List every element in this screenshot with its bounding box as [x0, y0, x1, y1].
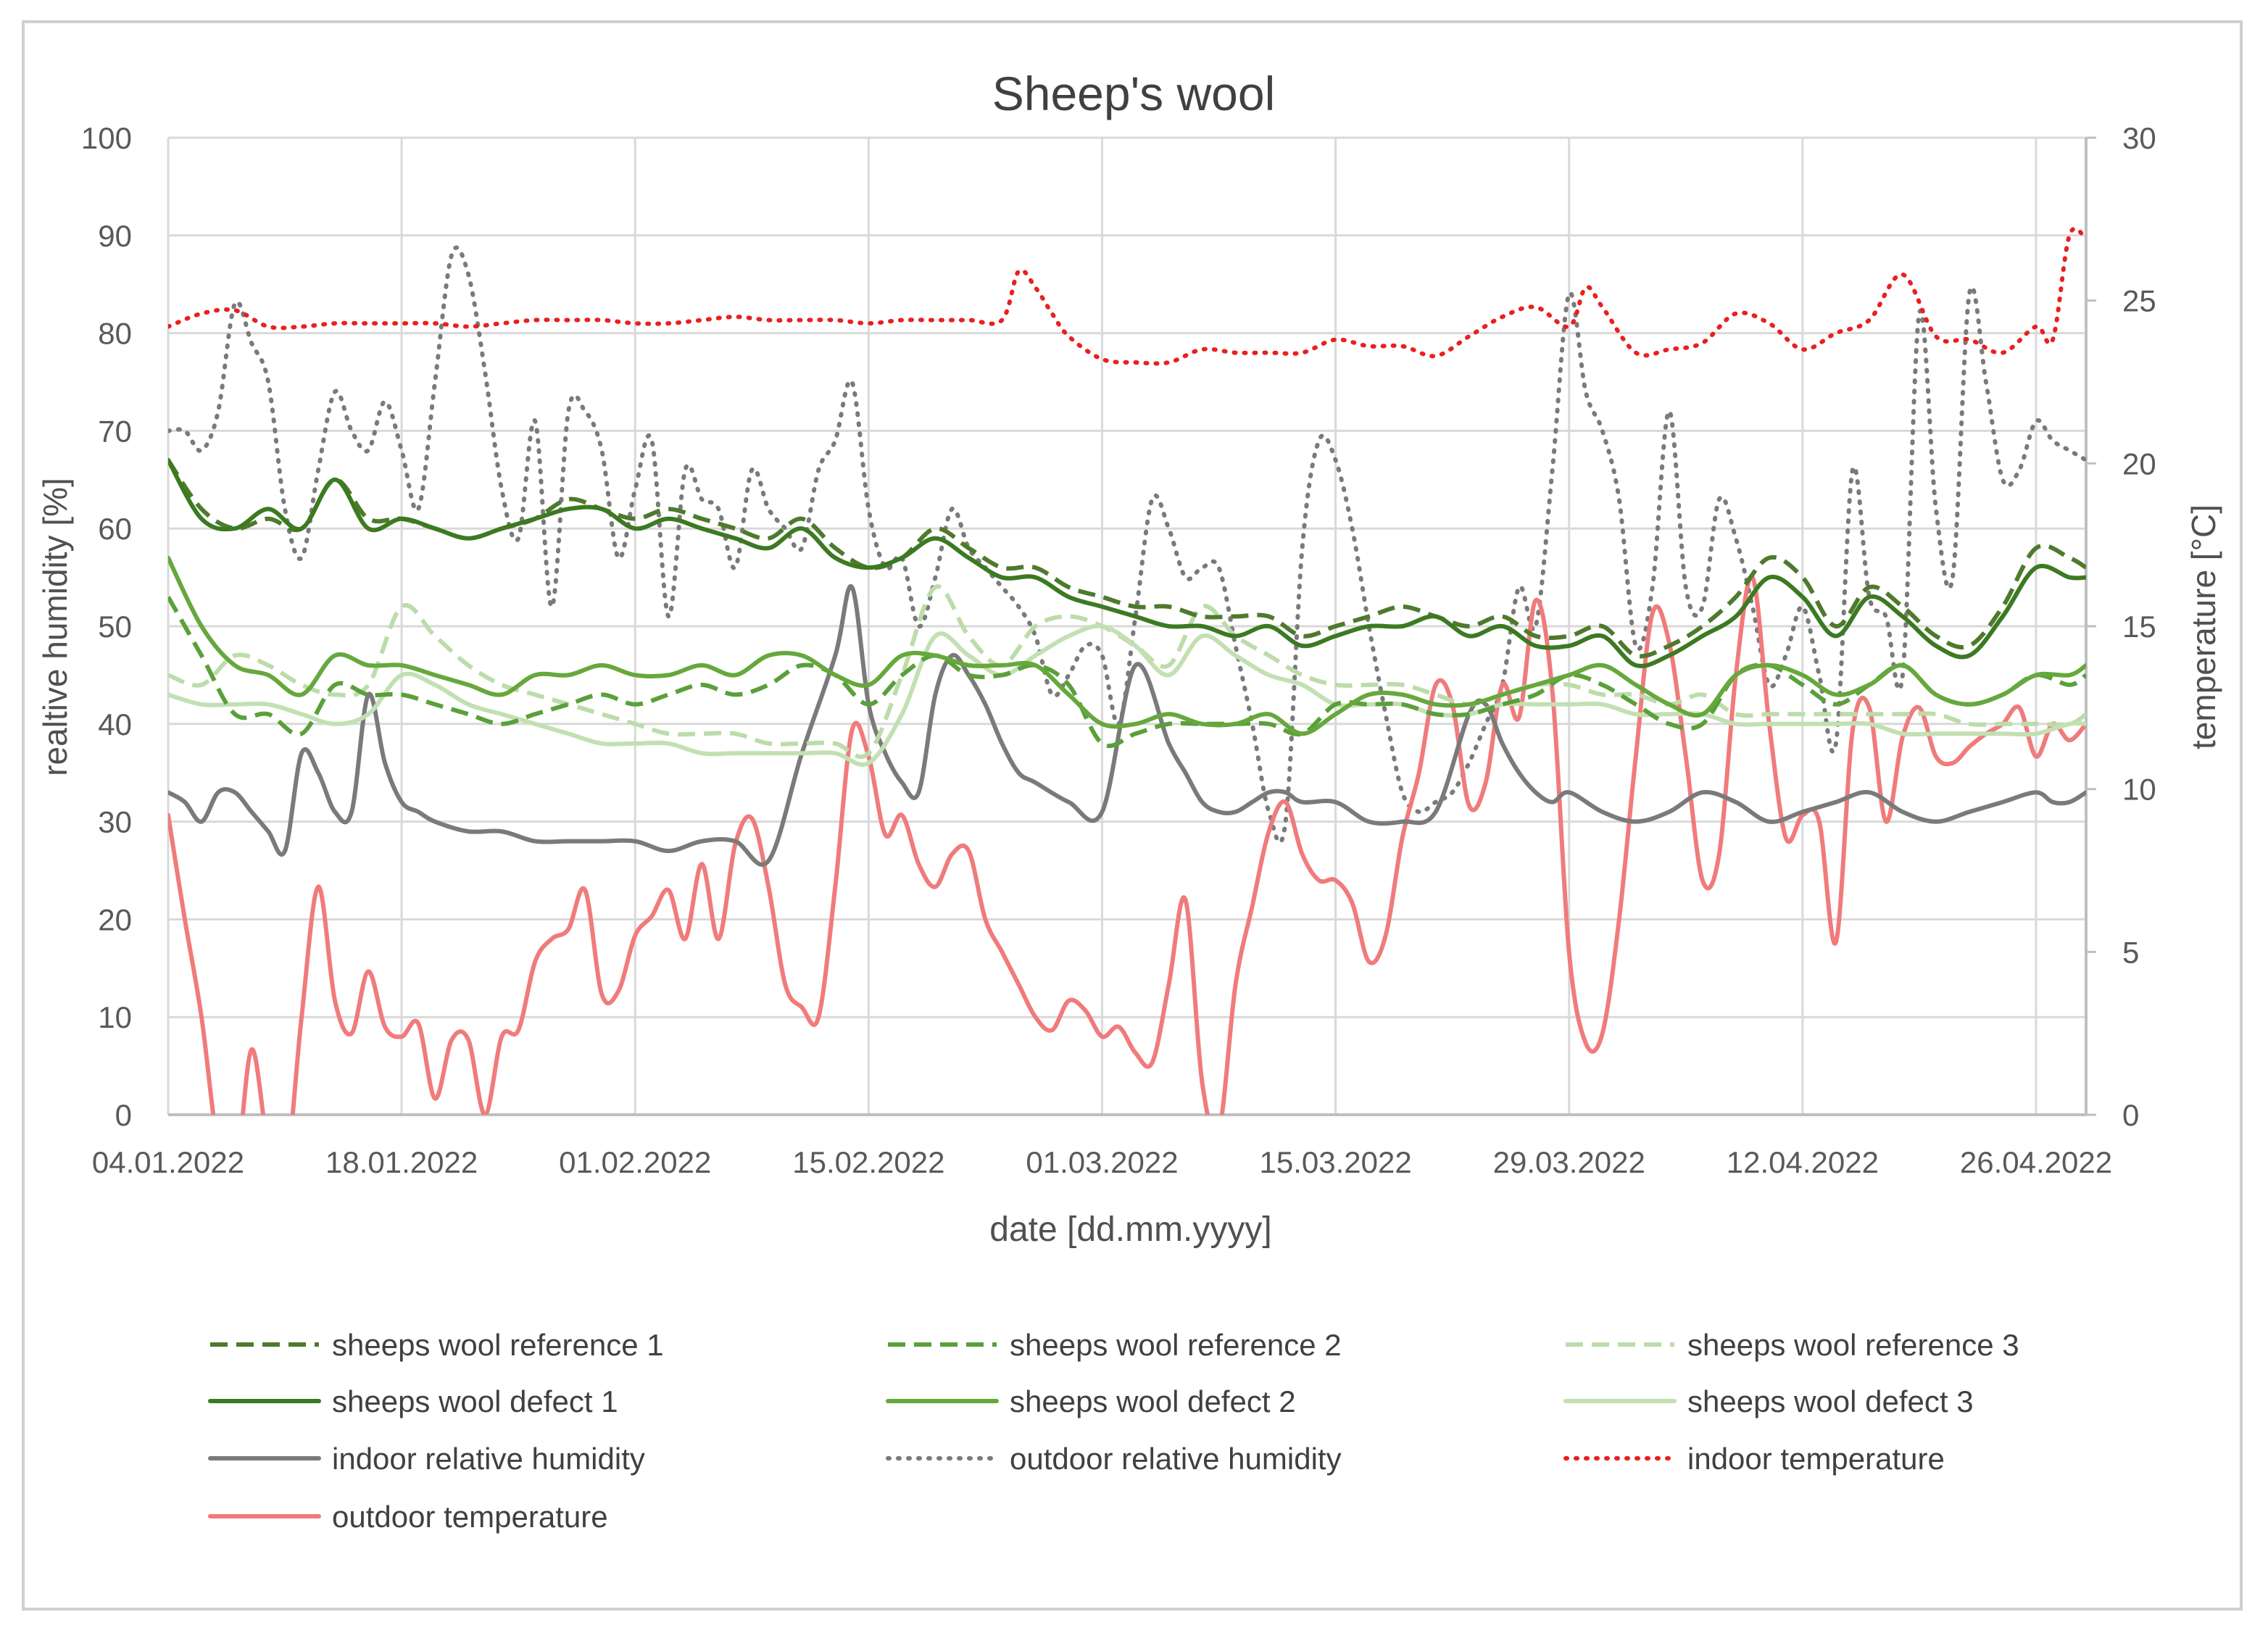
- y-axis-left-title: realtive humidity [%]: [36, 478, 74, 776]
- legend-label: sheeps wool reference 3: [1687, 1328, 2019, 1362]
- y-left-tick-label: 60: [98, 512, 132, 546]
- series-line-indoor-temperature: [168, 226, 2086, 366]
- x-tick-label: 15.03.2022: [1259, 1145, 1411, 1179]
- y-left-tick-label: 0: [115, 1098, 132, 1132]
- x-axis-title: date [dd.mm.yyyy]: [989, 1210, 1271, 1249]
- legend-label: indoor temperature: [1687, 1442, 1945, 1476]
- legend-label: sheeps wool reference 1: [332, 1328, 664, 1362]
- x-tick-label: 04.01.2022: [92, 1145, 244, 1179]
- y-left-tick-label: 10: [98, 1000, 132, 1034]
- series-line-outdoor-temperature: [168, 574, 2086, 1115]
- x-tick-label: 26.04.2022: [1960, 1145, 2112, 1179]
- legend-label: outdoor relative humidity: [1010, 1442, 1342, 1476]
- legend: sheeps wool reference 1 sheeps wool refer…: [208, 1328, 2019, 1534]
- y-left-tick-label: 20: [98, 902, 132, 936]
- legend-label: outdoor temperature: [332, 1500, 608, 1534]
- x-tick-label: 12.04.2022: [1727, 1145, 1879, 1179]
- y-left-tick-label: 30: [98, 805, 132, 839]
- y-right-tick-label: 15: [2122, 610, 2156, 644]
- y-right-tick-label: 25: [2122, 284, 2156, 318]
- series-line-outdoor-relative-humidity: [168, 245, 2086, 845]
- y-right-tick-label: 20: [2122, 446, 2156, 481]
- legend-label: indoor relative humidity: [332, 1442, 645, 1476]
- x-tick-label: 29.03.2022: [1493, 1145, 1645, 1179]
- chart-border: [22, 20, 2243, 1611]
- y-left-tick-label: 40: [98, 707, 132, 741]
- y-axis-right-title: temperature [°C]: [2185, 504, 2222, 749]
- series-line-indoor-relative-humidity: [168, 583, 2086, 867]
- y-left-tick-label: 50: [98, 610, 132, 644]
- legend-label: sheeps wool defect 2: [1010, 1384, 1296, 1418]
- x-tick-label: 15.02.2022: [792, 1145, 944, 1179]
- series-line-sheeps-wool-defect-2: [168, 555, 2086, 736]
- x-tick-label: 01.02.2022: [559, 1145, 711, 1179]
- legend-label: sheeps wool defect 1: [332, 1384, 618, 1418]
- chart-title: Sheep's wool: [992, 67, 1276, 120]
- series-line-sheeps-wool-defect-1: [168, 457, 2086, 668]
- legend-label: sheeps wool reference 2: [1010, 1328, 1342, 1362]
- y-left-tick-label: 100: [81, 121, 132, 155]
- y-right-tick-label: 10: [2122, 773, 2156, 807]
- series-group: [168, 226, 2086, 1115]
- y-left-tick-label: 90: [98, 219, 132, 253]
- y-right-tick-label: 5: [2122, 935, 2139, 969]
- legend-label: sheeps wool defect 3: [1687, 1384, 1974, 1418]
- x-tick-label: 18.01.2022: [325, 1145, 478, 1179]
- y-left-tick-label: 80: [98, 317, 132, 351]
- series-line-sheeps-wool-defect-3: [168, 623, 2086, 767]
- y-left-tick-label: 70: [98, 414, 132, 448]
- x-tick-label: 01.03.2022: [1026, 1145, 1178, 1179]
- y-right-tick-label: 30: [2122, 121, 2156, 155]
- y-right-tick-label: 0: [2122, 1098, 2139, 1132]
